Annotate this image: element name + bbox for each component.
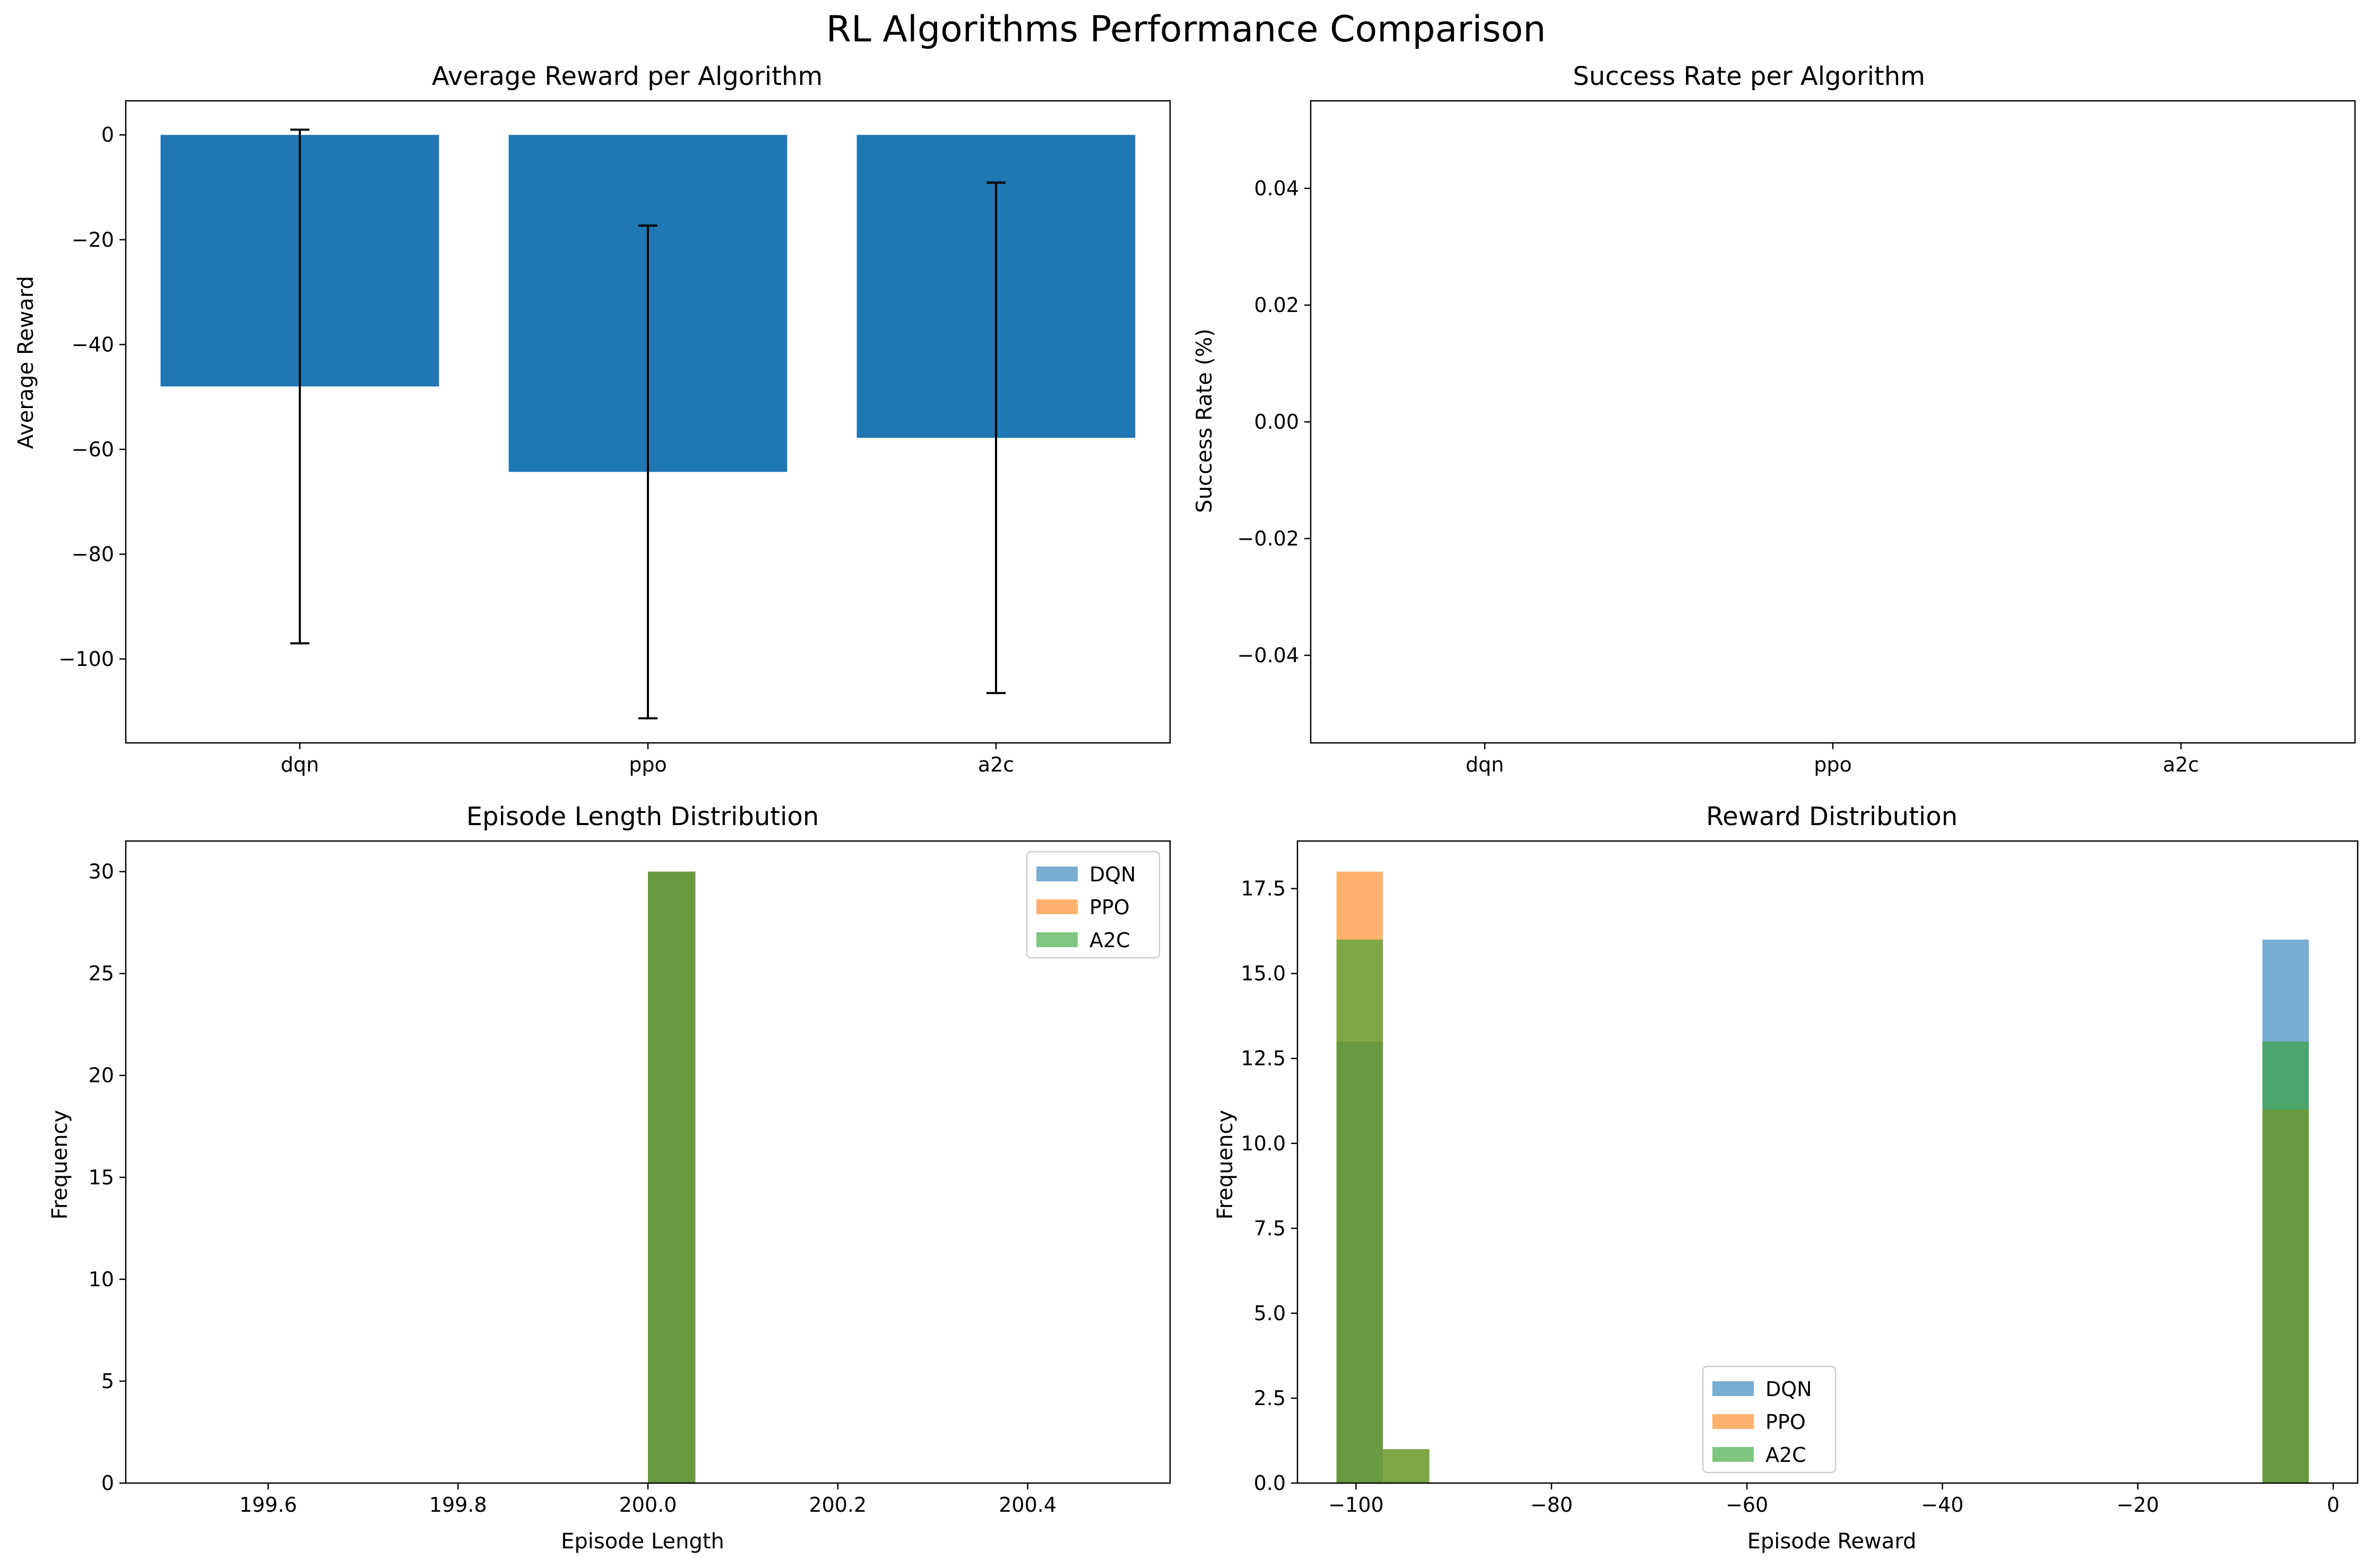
episode-length-y-tick-label: 30: [89, 860, 114, 883]
average-reward-marks: 0 −20 −40 −60 −80 −100 dqn ppo a2c: [59, 123, 1136, 776]
reward-dist-y-tick-label: 0.0: [1254, 1471, 1286, 1495]
avg-reward-y-tick-label: −100: [59, 647, 114, 671]
reward-dist-y-tick-label: 2.5: [1254, 1387, 1286, 1410]
episode-length-x-tick-label: 200.2: [809, 1493, 867, 1517]
reward-dist-x-tick-label: 0: [2327, 1493, 2340, 1517]
success-rate-x-tick-label: a2c: [2163, 753, 2199, 776]
figure-title: RL Algorithms Performance Comparison: [826, 8, 1546, 50]
episode-length-x-tick-label: 200.0: [619, 1493, 677, 1517]
reward-dist-legend-label-ppo: PPO: [1765, 1410, 1806, 1434]
reward-dist-x-tick-label: −20: [2117, 1493, 2159, 1517]
episode-length-legend-label-dqn: DQN: [1089, 863, 1136, 886]
episode-length-y-tick-label: 20: [89, 1064, 114, 1087]
reward-dist-x-tick-label: −40: [1921, 1493, 1963, 1517]
reward-distribution-chart: Reward Distribution Episode Reward Frequ…: [1213, 802, 2359, 1554]
success-rate-chart-title: Success Rate per Algorithm: [1573, 62, 1925, 91]
episode-length-y-tick-label: 10: [89, 1268, 114, 1291]
reward-dist-legend-swatch-a2c: [1712, 1447, 1754, 1462]
reward-dist-y-tick-label: 10.0: [1241, 1132, 1286, 1155]
episode-length-chart: Episode Length Distribution Episode Leng…: [48, 802, 1171, 1554]
episode-length-chart-title: Episode Length Distribution: [466, 802, 819, 831]
episode-length-y-axis-label: Frequency: [48, 1110, 72, 1220]
avg-reward-y-tick-label: −60: [72, 438, 114, 461]
avg-reward-y-tick-label: −80: [72, 542, 114, 566]
reward-dist-y-tick-label: 12.5: [1241, 1047, 1286, 1070]
success-rate-x-tick-label: dqn: [1466, 753, 1504, 776]
success-rate-y-tick-label: −0.02: [1237, 527, 1299, 550]
success-rate-y-tick-label: 0.04: [1254, 177, 1299, 200]
success-rate-y-tick-label: −0.04: [1237, 644, 1299, 667]
reward-dist-y-tick-label: 7.5: [1254, 1217, 1286, 1240]
success-rate-marks: 0.04 0.02 0.00 −0.02 −0.04 dqn ppo a2c: [1237, 177, 2200, 776]
reward-dist-legend-label-a2c: A2C: [1765, 1443, 1806, 1467]
episode-length-y-tick-label: 25: [89, 962, 114, 985]
success-rate-y-tick-label: 0.00: [1254, 410, 1299, 434]
reward-distribution-x-axis-label: Episode Reward: [1747, 1529, 1917, 1554]
reward-dist-legend-swatch-ppo: [1712, 1414, 1754, 1429]
reward-distribution-y-axis-label: Frequency: [1213, 1110, 1237, 1220]
episode-length-x-tick-label: 199.8: [429, 1493, 487, 1517]
average-reward-chart: Average Reward per Algorithm Average Rew…: [14, 62, 1171, 776]
success-rate-chart: Success Rate per Algorithm Success Rate …: [1192, 62, 2356, 776]
reward-dist-y-tick-label: 15.0: [1241, 962, 1286, 985]
episode-length-legend-swatch-a2c: [1036, 932, 1078, 947]
episode-length-legend-label-a2c: A2C: [1089, 929, 1130, 952]
average-reward-y-axis-label: Average Reward: [14, 276, 38, 449]
episode-length-legend-label-ppo: PPO: [1089, 896, 1130, 919]
average-reward-plot-frame: [125, 100, 1171, 744]
reward-distribution-chart-title: Reward Distribution: [1706, 802, 1958, 831]
avg-reward-x-tick-label: ppo: [629, 753, 667, 776]
episode-length-x-tick-label: 199.6: [239, 1493, 297, 1517]
reward-dist-x-tick-label: −60: [1726, 1493, 1768, 1517]
reward-dist-y-tick-label: 17.5: [1241, 877, 1286, 900]
episode-length-x-tick-label: 200.4: [999, 1493, 1057, 1517]
average-reward-chart-title: Average Reward per Algorithm: [432, 62, 823, 91]
episode-length-plot-frame: [125, 840, 1171, 1484]
episode-length-legend-swatch-ppo: [1036, 899, 1078, 914]
reward-distribution-plot-frame: [1296, 840, 2359, 1484]
reward-dist-legend-swatch-dqn: [1712, 1381, 1754, 1396]
reward-dist-x-tick-label: −100: [1328, 1493, 1383, 1517]
episode-length-y-tick-label: 0: [101, 1471, 114, 1495]
reward-distribution-legend: DQN PPO A2C: [1702, 1365, 1837, 1474]
episode-length-bar-a2c: [648, 871, 696, 1483]
reward-distribution-marks: 0.0 2.5 5.0 7.5 10.0 12.5 15.0 17.5 −100 −80 −60 −4…: [1241, 871, 2340, 1517]
success-rate-y-tick-label: 0.02: [1254, 293, 1299, 317]
avg-reward-x-tick-label: dqn: [281, 753, 319, 776]
success-rate-y-axis-label: Success Rate (%): [1192, 328, 1217, 513]
reward-dist-bar-a2c: [1383, 1449, 1430, 1483]
episode-length-legend: DQN PPO A2C: [1026, 851, 1161, 959]
avg-reward-y-tick-label: 0: [101, 123, 114, 146]
reward-dist-bar-a2c: [1336, 939, 1383, 1483]
success-rate-x-tick-label: ppo: [1814, 753, 1852, 776]
episode-length-y-tick-label: 15: [89, 1166, 114, 1189]
episode-length-marks: 0 5 10 15 20 25 30 199.6 199.8 200.0 200.2 200.4: [89, 860, 1057, 1517]
reward-dist-legend-label-dqn: DQN: [1765, 1378, 1812, 1401]
avg-reward-y-tick-label: −40: [72, 333, 114, 356]
success-rate-plot-frame: [1310, 100, 2356, 744]
episode-length-y-tick-label: 5: [101, 1370, 114, 1393]
avg-reward-y-tick-label: −20: [72, 228, 114, 252]
episode-length-legend-swatch-dqn: [1036, 867, 1078, 881]
reward-dist-bar-a2c: [2262, 1041, 2309, 1483]
avg-reward-x-tick-label: a2c: [978, 753, 1014, 776]
reward-dist-y-tick-label: 5.0: [1254, 1302, 1286, 1325]
episode-length-x-axis-label: Episode Length: [561, 1529, 724, 1554]
reward-dist-x-tick-label: −80: [1530, 1493, 1573, 1517]
